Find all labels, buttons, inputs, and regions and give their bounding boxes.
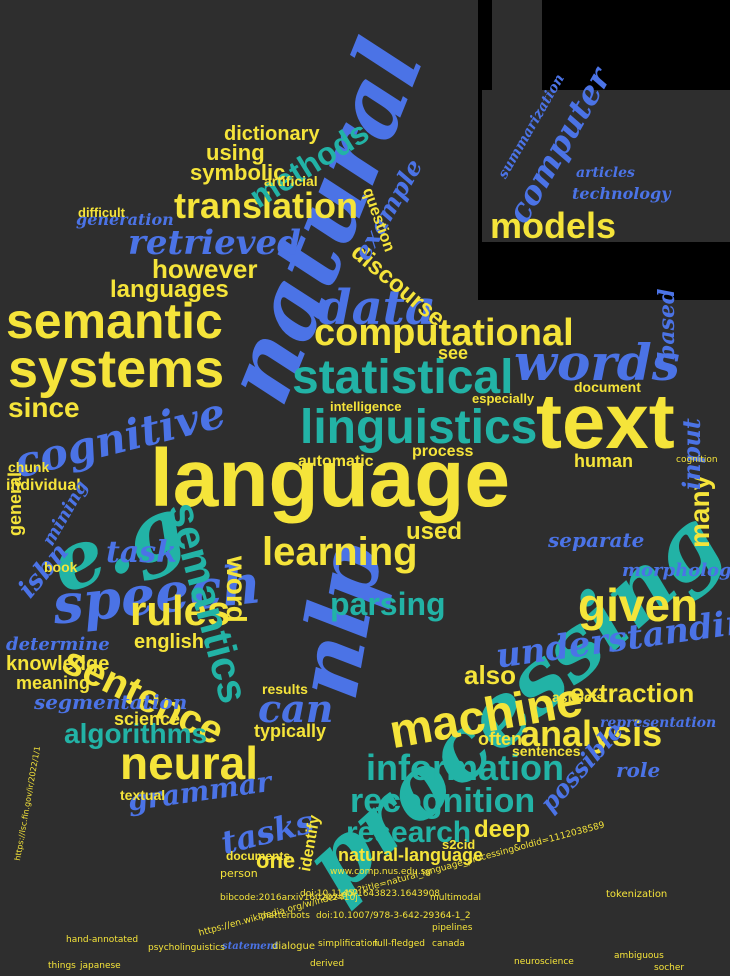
word-can: can xyxy=(258,686,334,731)
word-word: word xyxy=(221,556,252,623)
word-dialogue: dialogue xyxy=(272,941,315,952)
word-statistical: statistical xyxy=(292,351,514,404)
word-pipelines: pipelines xyxy=(432,923,473,933)
word-data: data xyxy=(318,280,436,336)
word-individual: individual xyxy=(6,477,81,494)
word-statement: statement xyxy=(222,941,279,952)
word-textual: textual xyxy=(120,787,166,803)
word-systems: systems xyxy=(8,339,225,399)
cloud-shape-lower xyxy=(0,300,730,976)
word-algorithms: algorithms xyxy=(64,718,208,749)
word-role: role xyxy=(616,758,661,782)
word-information: information xyxy=(366,747,564,788)
word-documents: documents xyxy=(226,849,291,863)
word-used: used xyxy=(406,518,463,545)
word-simplification: simplification xyxy=(318,939,379,949)
word-typically: typically xyxy=(254,721,327,741)
word-semantic: semantic xyxy=(6,293,223,349)
word-determine: determine xyxy=(6,634,110,655)
word-rules: rules xyxy=(130,587,231,634)
word-retrieved: retrieved xyxy=(128,223,301,263)
word-canada: canada xyxy=(432,939,465,949)
word-full-fledged: full-fledged xyxy=(374,939,426,949)
word-especially: especially xyxy=(472,391,535,406)
word-symbolic: symbolic xyxy=(190,160,286,185)
word-generation: generation xyxy=(76,210,174,229)
word-cognition: cognition xyxy=(676,455,718,465)
word-english: english xyxy=(134,631,205,653)
word-aspects: aspects xyxy=(552,689,605,705)
word-languages: languages xyxy=(110,276,229,303)
word-difficult: difficult xyxy=(78,205,125,220)
word-see: see xyxy=(438,343,469,363)
word-also: also xyxy=(464,660,517,690)
cloud-shape-notch xyxy=(492,0,542,95)
word-separate: separate xyxy=(548,528,645,552)
word-task: task xyxy=(106,535,177,570)
word-technology: technology xyxy=(572,184,671,203)
word-science: science xyxy=(114,709,181,729)
word-socher: socher xyxy=(654,963,685,973)
word-sentences: sentences xyxy=(512,743,581,759)
word-translation: translation xyxy=(174,185,359,226)
word-results: results xyxy=(262,681,308,697)
word-japanese: japanese xyxy=(80,961,121,971)
word-computational: computational xyxy=(314,312,574,354)
word-chatterbots: chatterbots xyxy=(258,911,310,921)
word-based: based xyxy=(654,288,680,360)
word-articles: articles xyxy=(576,165,635,181)
word-s2cid: s2cid xyxy=(442,837,476,852)
word-neuroscience: neuroscience xyxy=(514,957,574,967)
word-hand-annotated: hand-annotated xyxy=(66,935,139,945)
word-things: things xyxy=(48,961,76,971)
word-document: document xyxy=(574,379,641,395)
word-automatic: automatic xyxy=(298,453,374,470)
word-natural-language: natural-language xyxy=(338,845,484,865)
word-website: www.comp.nus.edu.sg xyxy=(330,867,432,877)
word-extraction: extraction xyxy=(570,678,695,708)
word-neural: neural xyxy=(120,737,259,789)
word-dictionary: dictionary xyxy=(224,123,320,145)
word-bibcode: bibcode:2016arxiv160202410j xyxy=(220,893,358,903)
cloud-shape-corner xyxy=(482,90,730,242)
word-artificial: artificial xyxy=(264,173,318,189)
word-psycholinguistics: psycholinguistics xyxy=(148,943,225,953)
word-text: text xyxy=(536,377,675,465)
word-knowledge: knowledge xyxy=(6,653,110,675)
word-models: models xyxy=(490,205,617,246)
word-linguistics: linguistics xyxy=(300,401,538,454)
word-tokenization: tokenization xyxy=(606,889,668,900)
word-intelligence: intelligence xyxy=(330,399,402,414)
word-process: process xyxy=(412,443,474,460)
word-often: often xyxy=(478,729,522,749)
word-language: language xyxy=(150,433,510,524)
word-one: one xyxy=(256,848,296,873)
word-ambiguous: ambiguous xyxy=(614,951,664,961)
word-human: human xyxy=(574,451,634,471)
word-learning: learning xyxy=(262,530,418,574)
word-segmentation: segmentation xyxy=(34,690,188,714)
word-representation: representation xyxy=(600,715,717,731)
word-recognition: recognition xyxy=(350,782,536,820)
word-doi-1: doi:10.1007/978-3-642-29364-1_2 xyxy=(316,911,471,921)
word-research: research xyxy=(346,816,472,849)
word-chunk: chunk xyxy=(8,459,50,475)
word-however: however xyxy=(152,254,258,284)
word-given: given xyxy=(578,579,699,631)
word-meaning: meaning xyxy=(16,673,91,693)
word-parsing: parsing xyxy=(330,586,446,622)
word-deep: deep xyxy=(474,816,531,843)
word-words: words xyxy=(514,333,680,392)
word-doi-2: doi:10.1145/1643823.1643908 xyxy=(300,889,441,899)
word-person: person xyxy=(220,867,258,880)
word-derived: derived xyxy=(310,959,345,969)
word-since: since xyxy=(8,392,80,423)
word-analysis: analysis xyxy=(520,713,663,754)
word-multimodal: multimodal xyxy=(430,893,482,903)
word-morphology: morphology xyxy=(622,560,730,581)
word-using: using xyxy=(206,140,265,165)
word-book: book xyxy=(44,559,78,575)
